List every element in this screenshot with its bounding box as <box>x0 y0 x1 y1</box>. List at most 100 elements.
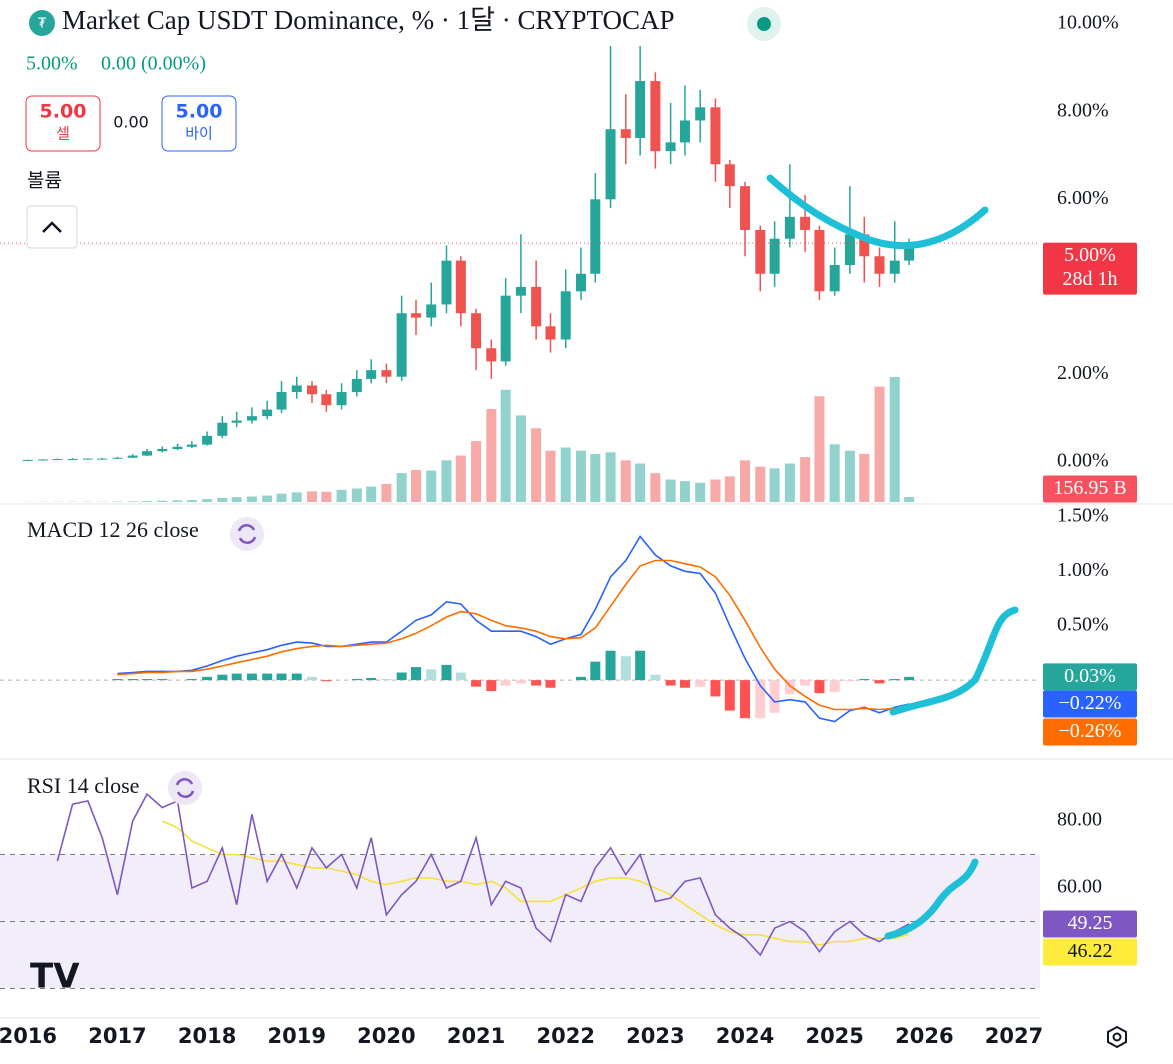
volume-bar <box>859 453 870 502</box>
price-badge <box>1043 938 1137 966</box>
candle-body <box>127 455 138 458</box>
histogram-bar <box>142 679 153 681</box>
volume-bar <box>889 377 900 502</box>
price-badge-label: 49.25 <box>1068 912 1113 934</box>
volume-bar <box>814 396 825 502</box>
buy-button[interactable] <box>161 95 237 152</box>
macd-refresh[interactable] <box>230 517 264 551</box>
volume-bar <box>515 415 526 502</box>
price-badge <box>1043 690 1137 718</box>
histogram-bar <box>515 680 526 684</box>
sell-price: 5.00 <box>40 101 87 123</box>
y-tick-label: 0.50% <box>1057 613 1109 635</box>
histogram-bar <box>455 672 466 681</box>
histogram-bar <box>127 679 138 681</box>
volume-bar <box>575 450 586 502</box>
annotation-curve <box>766 174 989 250</box>
x-tick-label: 2017 <box>88 1024 146 1048</box>
price-badge <box>1043 663 1137 691</box>
volume-legend: 볼륨 <box>27 170 62 192</box>
histogram-bar <box>411 667 421 681</box>
legend-value: 5.00% <box>26 53 78 75</box>
candle-body <box>396 313 407 377</box>
histogram-bar <box>635 650 646 681</box>
volume-bar <box>396 473 407 502</box>
histogram-bar <box>710 680 721 697</box>
status-dot <box>757 17 771 31</box>
candle-body <box>710 107 721 165</box>
histogram-bar <box>889 679 900 681</box>
tradingview-logo: TV <box>30 957 80 997</box>
settings-button[interactable] <box>1107 1025 1127 1049</box>
candle-body <box>784 216 795 239</box>
histogram-bar <box>217 674 228 681</box>
candle-body <box>605 129 616 200</box>
volume-bar <box>665 479 676 502</box>
histogram-bar <box>471 680 482 687</box>
candle-body <box>142 451 153 456</box>
volume-bar <box>217 497 228 502</box>
candle-body <box>724 164 735 187</box>
histogram-bar <box>904 676 915 681</box>
volume-bar <box>769 468 780 502</box>
y-tick-label: 60.00 <box>1057 876 1102 898</box>
candle-body <box>800 216 811 230</box>
candle-body <box>112 457 123 459</box>
legend-change: 0.00 (0.00%) <box>101 53 206 75</box>
candle-body <box>262 409 273 417</box>
volume-bar <box>157 500 168 502</box>
candle-body <box>291 385 302 393</box>
volume-bar <box>710 479 721 502</box>
candle-body <box>560 291 571 340</box>
collapse-button[interactable] <box>26 205 78 249</box>
candle-body <box>531 286 542 327</box>
rsi-refresh[interactable] <box>168 771 202 805</box>
y-tick-label: 10.00% <box>1057 12 1119 34</box>
candle-body <box>829 265 840 292</box>
price-badge-label: 0.03% <box>1064 665 1116 687</box>
sell-button[interactable] <box>25 95 101 152</box>
histogram-bar <box>531 680 542 686</box>
spread: 0.00 <box>113 113 149 132</box>
volume-bar <box>231 497 242 502</box>
refresh-icon <box>237 524 257 544</box>
histogram-bar <box>679 680 690 688</box>
histogram-bar <box>381 679 392 681</box>
plot-layer <box>0 45 1040 990</box>
volume-bar <box>874 386 885 502</box>
histogram-bar <box>874 680 885 684</box>
histogram-bar <box>829 680 840 693</box>
volume-bar <box>262 495 273 502</box>
volume-bar <box>620 460 631 502</box>
symbol-logo <box>29 10 55 36</box>
countdown-label: 28d 1h <box>1063 268 1118 290</box>
price-badge-label: 46.22 <box>1068 940 1113 962</box>
histogram-bar <box>784 680 795 695</box>
volume-bar <box>351 488 362 502</box>
candle-body <box>471 313 482 349</box>
price-badge <box>1043 242 1137 295</box>
candle-body <box>500 295 511 362</box>
volume-bar <box>695 482 706 502</box>
volume-bar <box>904 496 915 502</box>
buy-price: 5.00 <box>176 101 223 123</box>
candle-body <box>665 142 676 152</box>
candle-body <box>276 392 287 410</box>
candle-body <box>904 243 915 261</box>
volume-bar <box>291 492 302 502</box>
signal-line <box>117 559 910 711</box>
candle-body <box>22 459 33 461</box>
candle-body <box>889 260 900 274</box>
volume-bar <box>381 484 392 502</box>
volume-bar <box>186 500 197 502</box>
y-tick-label: 0.00% <box>1057 450 1109 472</box>
histogram-bar <box>844 680 855 682</box>
rsi-line <box>56 792 910 957</box>
volume-bar <box>471 441 482 502</box>
candle-body <box>307 385 317 395</box>
histogram-bar <box>426 669 437 681</box>
candle-body <box>67 459 78 461</box>
volume-bar <box>441 460 452 502</box>
histogram-bar <box>650 674 661 681</box>
